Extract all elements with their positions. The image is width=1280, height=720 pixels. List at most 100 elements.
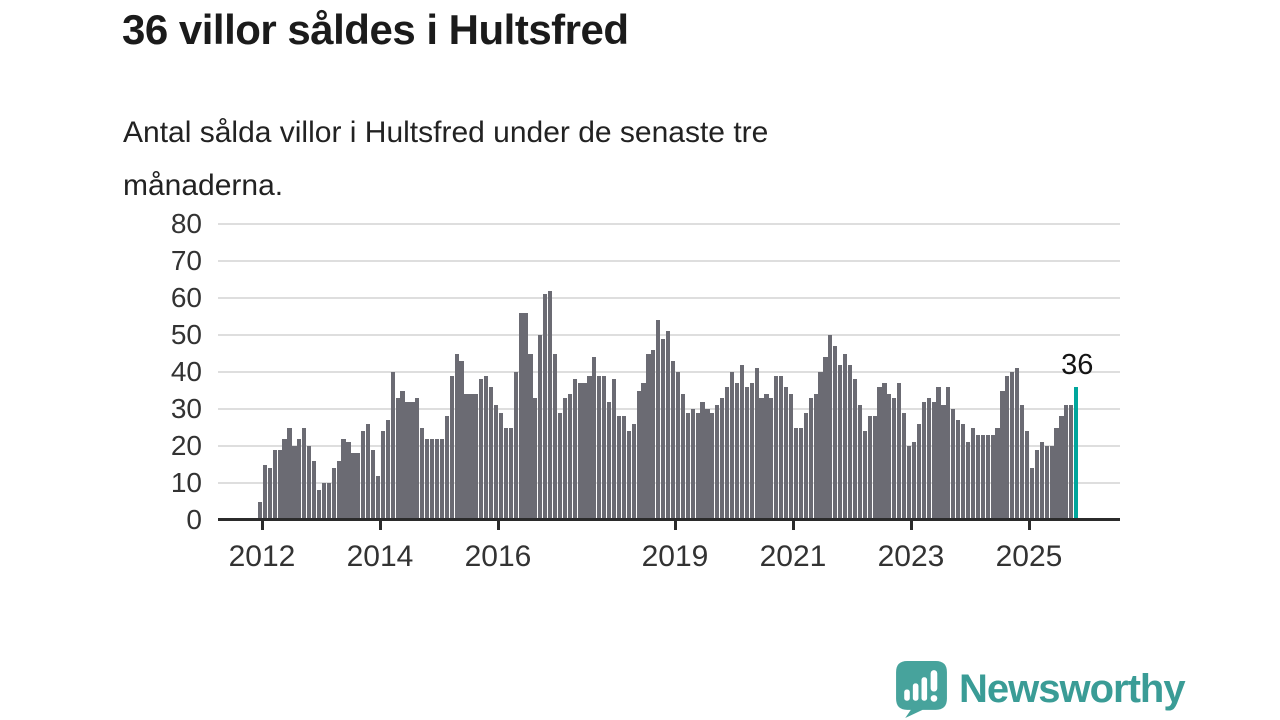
bar bbox=[1005, 375, 1010, 520]
bar bbox=[823, 357, 828, 520]
bar bbox=[262, 464, 267, 520]
bar bbox=[602, 375, 607, 520]
bar bbox=[405, 401, 410, 520]
bar bbox=[725, 386, 730, 520]
bar bbox=[316, 490, 322, 520]
bar bbox=[1059, 416, 1064, 520]
bar bbox=[380, 431, 385, 520]
x-axis-tick bbox=[378, 521, 382, 530]
bar bbox=[764, 394, 769, 520]
bar bbox=[833, 346, 838, 520]
newsworthy-logo-text: Newsworthy bbox=[959, 666, 1186, 711]
newsworthy-logo-icon bbox=[896, 660, 947, 718]
bar bbox=[528, 353, 533, 520]
bar bbox=[272, 449, 277, 520]
bar bbox=[597, 375, 602, 520]
bar bbox=[548, 290, 553, 520]
bar bbox=[292, 446, 297, 520]
bar bbox=[1044, 446, 1049, 520]
bar bbox=[267, 468, 272, 520]
bar bbox=[734, 383, 740, 520]
bar bbox=[887, 394, 892, 520]
bar bbox=[488, 386, 494, 520]
bar bbox=[985, 434, 990, 520]
bar bbox=[311, 460, 317, 520]
gridline bbox=[218, 223, 1120, 225]
bar bbox=[331, 468, 336, 520]
bar bbox=[828, 335, 833, 520]
bar bbox=[862, 431, 867, 520]
bar bbox=[675, 372, 681, 520]
bar bbox=[941, 405, 946, 520]
bar bbox=[356, 453, 361, 520]
bar bbox=[980, 434, 985, 520]
bar bbox=[661, 338, 666, 520]
bar bbox=[321, 483, 326, 520]
bar bbox=[975, 434, 980, 520]
bar bbox=[1020, 405, 1025, 520]
bar bbox=[685, 412, 690, 520]
bar bbox=[616, 416, 622, 520]
bar bbox=[395, 397, 400, 520]
x-axis-label: 2019 bbox=[641, 540, 709, 573]
bar bbox=[902, 412, 907, 520]
bar bbox=[793, 427, 799, 520]
x-axis-label: 2021 bbox=[759, 540, 827, 573]
bar bbox=[385, 420, 390, 520]
bar bbox=[341, 438, 346, 520]
bar bbox=[523, 312, 528, 520]
bar bbox=[867, 416, 872, 520]
y-axis-label: 20 bbox=[170, 430, 202, 461]
bar bbox=[498, 412, 504, 520]
bar bbox=[798, 427, 803, 520]
bar bbox=[587, 375, 592, 520]
bar bbox=[961, 423, 966, 520]
bar bbox=[577, 383, 582, 520]
bar bbox=[400, 390, 405, 520]
chart-subtitle-line-2: månaderna. bbox=[123, 169, 284, 202]
y-axis-label: 80 bbox=[170, 208, 202, 239]
bar bbox=[420, 427, 425, 520]
bar bbox=[297, 438, 302, 520]
page-title: 36 villor såldes i Hultsfred bbox=[122, 6, 629, 53]
bar bbox=[538, 335, 543, 520]
bar bbox=[1000, 390, 1005, 520]
bar bbox=[503, 427, 508, 520]
bar bbox=[897, 383, 902, 520]
bar bbox=[705, 409, 710, 520]
y-axis-label: 40 bbox=[170, 356, 202, 387]
bar bbox=[415, 397, 420, 520]
x-axis-label: 2025 bbox=[995, 540, 1063, 573]
bar bbox=[970, 427, 976, 520]
bar bbox=[788, 394, 794, 520]
bar bbox=[607, 401, 612, 520]
bar bbox=[926, 397, 931, 520]
bar bbox=[744, 386, 749, 520]
bar bbox=[425, 438, 430, 520]
bar bbox=[857, 405, 862, 520]
bar bbox=[779, 375, 784, 520]
bar bbox=[916, 423, 921, 520]
bar bbox=[1069, 405, 1074, 520]
bar bbox=[454, 353, 459, 520]
bar bbox=[965, 442, 971, 520]
bar bbox=[1010, 372, 1015, 520]
bar bbox=[715, 405, 720, 520]
bar bbox=[720, 397, 725, 520]
bar bbox=[474, 394, 479, 520]
x-axis-label: 2012 bbox=[228, 540, 296, 573]
bar bbox=[282, 438, 287, 520]
bar bbox=[882, 383, 887, 520]
bar bbox=[592, 357, 597, 520]
x-axis-label: 2023 bbox=[877, 540, 945, 573]
bar bbox=[946, 386, 951, 520]
x-axis-tick bbox=[909, 521, 913, 530]
y-axis-label: 70 bbox=[170, 245, 202, 276]
bar bbox=[562, 397, 567, 520]
gridline bbox=[218, 297, 1120, 299]
bar bbox=[1029, 468, 1035, 520]
x-axis-tick bbox=[673, 521, 677, 530]
chart-subtitle: Antal sålda villor i Hultsfred under de … bbox=[123, 106, 768, 212]
bar bbox=[567, 394, 572, 520]
bar bbox=[843, 353, 848, 520]
